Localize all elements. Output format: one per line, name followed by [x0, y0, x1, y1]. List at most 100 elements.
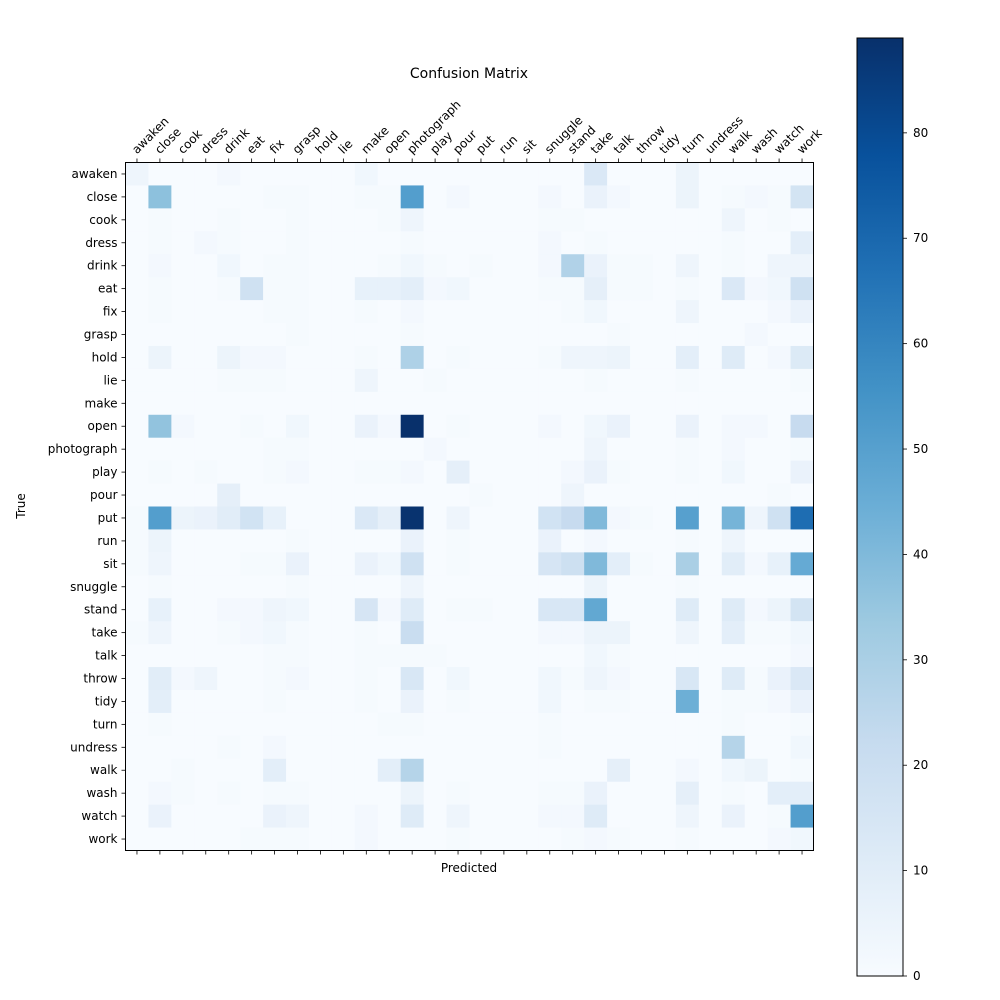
heatmap-cell [240, 644, 264, 668]
heatmap-cell [171, 391, 195, 416]
heatmap-cell [194, 781, 218, 806]
heatmap-cell [538, 323, 562, 347]
heatmap-cell [148, 506, 172, 530]
heatmap-cell [446, 391, 470, 416]
heatmap-cell [584, 391, 608, 416]
heatmap-cell [515, 575, 539, 599]
heatmap-cell [767, 781, 791, 806]
heatmap-cell [125, 735, 149, 760]
heatmap-cell [790, 712, 814, 737]
heatmap-cell [263, 437, 287, 462]
x-tick-label: turn [680, 129, 707, 156]
heatmap-cell [263, 323, 287, 347]
heatmap-cell [790, 300, 814, 324]
heatmap-cell [652, 529, 677, 553]
heatmap-cell [469, 529, 493, 553]
heatmap-cell [721, 804, 746, 828]
heatmap-cell [286, 162, 310, 186]
heatmap-cell [400, 231, 425, 255]
heatmap-cell [354, 644, 379, 668]
heatmap-cell [767, 529, 791, 553]
y-tick-label: turn [93, 717, 118, 731]
heatmap-cell [308, 598, 333, 622]
heatmap-cell [698, 185, 723, 209]
heatmap-cell [446, 781, 470, 806]
heatmap-cell [354, 506, 379, 530]
heatmap-cell [469, 254, 493, 278]
heatmap-cell [148, 162, 172, 186]
heatmap-cell [675, 598, 700, 622]
heatmap-cell [492, 483, 516, 507]
heatmap-cell [744, 735, 769, 760]
heatmap-cell [515, 552, 539, 576]
colorbar-tick-label: 10 [913, 864, 928, 878]
heatmap-cell [607, 712, 631, 737]
heatmap-cell [721, 758, 746, 783]
heatmap-cell [675, 529, 700, 553]
heatmap-cell [675, 277, 700, 301]
heatmap-cell [675, 781, 700, 806]
heatmap-cell [148, 231, 172, 255]
heatmap-cell [377, 231, 402, 255]
y-tick-label: hold [92, 350, 118, 364]
heatmap-cell [767, 827, 791, 851]
heatmap-cell [171, 300, 195, 324]
heatmap-cell [125, 277, 149, 301]
heatmap-cell [469, 781, 493, 806]
colorbar-gradient [857, 38, 903, 976]
heatmap-cell [630, 391, 654, 416]
heatmap-cell [446, 575, 470, 599]
heatmap-cell [446, 529, 470, 553]
heatmap-cell [767, 323, 791, 347]
heatmap-cell [194, 735, 218, 760]
heatmap-cell [767, 689, 791, 714]
heatmap-cell [767, 231, 791, 255]
heatmap-cell [538, 368, 562, 393]
heatmap-cell [171, 644, 195, 668]
heatmap-cell [286, 758, 310, 783]
heatmap-cell [263, 529, 287, 553]
heatmap-cell [308, 414, 333, 439]
heatmap-cell [675, 414, 700, 439]
heatmap-cell [263, 781, 287, 806]
heatmap-cell [607, 575, 631, 599]
heatmap-cell [446, 483, 470, 507]
heatmap-cell [492, 827, 516, 851]
heatmap-cell [584, 712, 608, 737]
heatmap-cell [652, 277, 677, 301]
heatmap-cell [584, 231, 608, 255]
colorbar: 0 10 20 30 40 50 60 70 80 [856, 37, 928, 983]
heatmap-cell [652, 735, 677, 760]
heatmap-cell [148, 781, 172, 806]
heatmap-cell [400, 529, 425, 553]
chart-title: Confusion Matrix [410, 66, 528, 82]
heatmap-cell [308, 231, 333, 255]
heatmap-cell [446, 689, 470, 714]
heatmap-cell [675, 712, 700, 737]
heatmap-cell [469, 667, 493, 691]
heatmap-cell [148, 437, 172, 462]
heatmap-cell [423, 598, 447, 622]
heatmap-cell [561, 254, 585, 278]
heatmap-cell [286, 804, 310, 828]
heatmap-cell [240, 368, 264, 393]
heatmap-cell [698, 506, 723, 530]
heatmap-cell [377, 300, 402, 324]
heatmap-cell [331, 667, 356, 691]
y-tick-label: fix [103, 305, 118, 319]
heatmap-cell [538, 254, 562, 278]
heatmap-cell [331, 552, 356, 576]
heatmap-cell [721, 345, 746, 370]
heatmap-cell [767, 735, 791, 760]
heatmap-cell [446, 277, 470, 301]
heatmap-cell [217, 804, 241, 828]
heatmap-cell [652, 368, 677, 393]
heatmap-cell [377, 414, 402, 439]
heatmap-cell [125, 781, 149, 806]
heatmap-cell [584, 185, 608, 209]
heatmap-cell [400, 345, 425, 370]
heatmap-cell [308, 391, 333, 416]
heatmap-cell [125, 231, 149, 255]
heatmap-cell [744, 644, 769, 668]
heatmap-cell [148, 208, 172, 232]
